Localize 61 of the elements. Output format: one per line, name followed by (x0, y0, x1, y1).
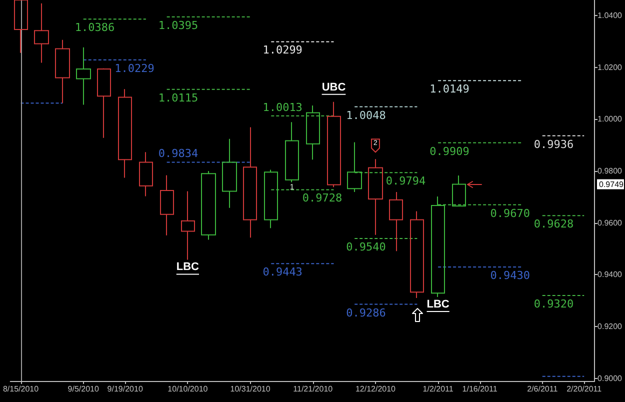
candlestick (160, 174, 174, 236)
y-tick-label: 1.0200 (598, 62, 623, 72)
x-tick-label: 1/2/2011 (422, 384, 454, 394)
candlestick (181, 190, 195, 260)
candlestick (222, 138, 237, 208)
candlestick (389, 192, 403, 252)
x-tick-label: 10/10/2010 (168, 384, 208, 394)
y-tick-label: 1.0000 (598, 114, 623, 124)
annotation: UBC (322, 81, 346, 94)
data-label: 1.0013 (262, 100, 302, 114)
x-tick-label: 1/16/2011 (462, 384, 498, 394)
data-label: 0.9834 (158, 147, 198, 160)
data-label: 0.9320 (534, 297, 574, 310)
data-label: 0.9794 (386, 174, 426, 188)
data-label: 0.9540 (346, 240, 386, 254)
x-tick-label: 10/31/2010 (230, 384, 271, 394)
y-tick-label: 0.9000 (598, 374, 623, 383)
data-label: 1.0229 (114, 62, 154, 75)
x-tick-label: 8/15/2010 (2, 384, 40, 394)
y-tick-label: 0.9200 (598, 322, 623, 332)
x-tick-label: 12/12/2010 (355, 384, 396, 394)
candlestick (118, 88, 132, 178)
annotation: 1 (290, 182, 295, 192)
x-tick-label: 9/5/2010 (68, 384, 100, 394)
y-tick-label: 0.9800 (598, 166, 623, 176)
candlestick (201, 170, 216, 240)
candlestick (34, 2, 49, 64)
data-label: 1.0115 (158, 91, 198, 104)
annotation: LBC (176, 261, 200, 274)
annotation: 0.9749 (599, 180, 624, 189)
data-label: 0.9728 (302, 192, 342, 205)
data-label: 0.9443 (262, 266, 302, 279)
data-label: 0.9430 (490, 268, 530, 282)
candlestick (243, 126, 257, 238)
data-label: 1.0299 (262, 44, 302, 57)
candlestick (139, 152, 153, 197)
x-tick-label: 2/6/2011 (527, 384, 558, 394)
data-label: 1.0048 (346, 108, 386, 122)
data-label: 1.0149 (430, 82, 470, 96)
data-label: 0.9670 (490, 206, 530, 220)
x-tick-label: 11/21/2010 (293, 384, 334, 394)
y-tick-label: 0.9400 (598, 270, 623, 280)
data-label: 0.9286 (346, 306, 386, 320)
candlestick (327, 101, 341, 188)
data-label: 0.9909 (430, 144, 470, 158)
candlestick (76, 46, 91, 106)
data-label: 0.9936 (534, 138, 574, 151)
candlestick (368, 158, 383, 236)
data-label: 1.0386 (74, 21, 115, 34)
candlestick (285, 122, 299, 183)
y-tick-label: 1.0400 (598, 11, 623, 20)
y-tick-label: 0.9600 (598, 218, 623, 228)
candlestick (97, 68, 111, 138)
candlestick (14, 0, 28, 54)
candlestick (55, 39, 70, 104)
data-label: 0.9628 (534, 218, 574, 231)
data-label: 1.0395 (158, 18, 198, 32)
annotation: LBC (426, 298, 450, 311)
candlestick (410, 210, 424, 299)
x-tick-label: 9/19/2010 (107, 384, 144, 394)
x-tick-label: 2/20/2011 (566, 384, 602, 394)
